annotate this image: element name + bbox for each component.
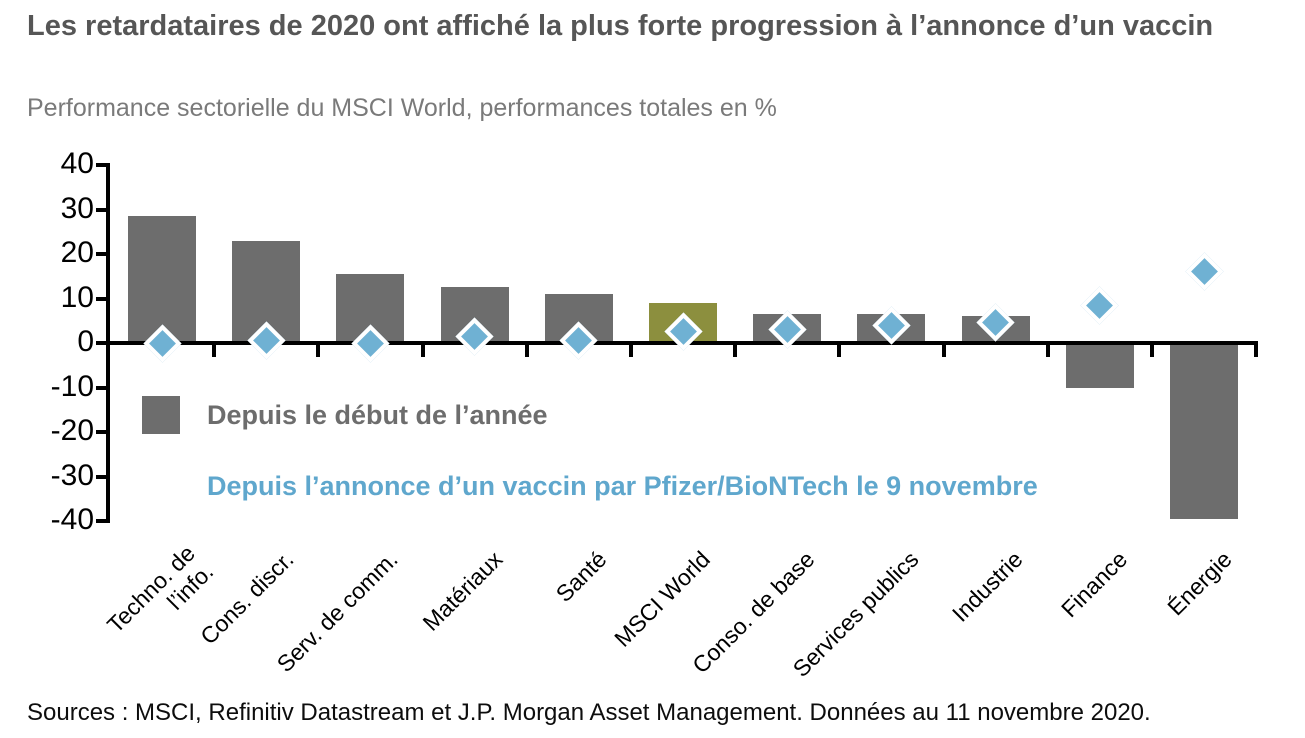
x-axis-label: Énergie xyxy=(1161,546,1237,621)
y-axis-tick xyxy=(96,430,110,434)
x-axis-tick xyxy=(420,343,425,357)
x-axis-tick xyxy=(1045,343,1050,357)
y-axis-tick xyxy=(96,474,110,479)
y-axis-tick-label: 0 xyxy=(77,325,94,358)
x-axis-label: Techno. de l’info. xyxy=(102,540,219,638)
y-axis-tick-label: 20 xyxy=(60,236,94,269)
x-axis-label: Finance xyxy=(1055,546,1133,623)
source-note: Sources : MSCI, Refinitiv Datastream et … xyxy=(27,699,1151,726)
y-axis-tick xyxy=(96,163,110,167)
vaccine-diamond xyxy=(1080,286,1119,325)
x-axis-tick xyxy=(524,343,529,357)
x-axis-label: Matériaux xyxy=(417,546,507,636)
chart-subtitle: Performance sectorielle du MSCI World, p… xyxy=(27,94,777,122)
vaccine-diamond xyxy=(1184,252,1224,291)
x-axis-tick xyxy=(1149,343,1154,357)
x-axis-label: Industrie xyxy=(947,546,1028,627)
y-axis-tick-label: -20 xyxy=(50,414,94,447)
y-axis-tick-label: 30 xyxy=(60,191,94,225)
y-axis-tick-label: -40 xyxy=(50,503,94,536)
x-axis-tick xyxy=(1254,343,1259,357)
y-axis-tick-label: 10 xyxy=(60,280,94,314)
bar xyxy=(1065,343,1134,388)
y-axis-tick xyxy=(96,252,110,256)
y-axis-tick-label: -30 xyxy=(50,458,94,492)
legend-vaccine-label: Depuis l’annonce d’un vaccin par Pfizer/… xyxy=(207,471,1038,501)
ytd-bar-swatch xyxy=(142,396,180,434)
x-axis-label: Cons. discr. xyxy=(195,546,299,650)
y-axis-tick xyxy=(96,341,110,345)
x-axis-tick xyxy=(941,343,946,357)
y-axis-tick xyxy=(96,296,110,301)
chart-title: Les retardataires de 2020 ont affiché la… xyxy=(27,10,1214,42)
y-axis-tick xyxy=(96,519,110,523)
x-axis-label: Santé xyxy=(550,546,612,607)
x-axis-tick xyxy=(733,343,738,357)
legend-ytd: Depuis le début de l’année xyxy=(142,396,548,434)
y-axis-tick xyxy=(96,385,110,390)
bar xyxy=(1170,343,1238,519)
x-axis-label: MSCI World xyxy=(609,546,716,652)
x-axis-tick xyxy=(837,343,842,357)
x-axis-tick xyxy=(628,343,633,357)
y-axis-tick-label: 40 xyxy=(60,147,94,180)
x-axis-tick xyxy=(316,343,321,357)
x-axis-tick xyxy=(212,343,217,357)
bar xyxy=(128,216,196,343)
y-axis-tick xyxy=(96,207,110,212)
y-axis-tick-label: -10 xyxy=(50,369,94,403)
legend-ytd-label: Depuis le début de l’année xyxy=(207,399,548,430)
